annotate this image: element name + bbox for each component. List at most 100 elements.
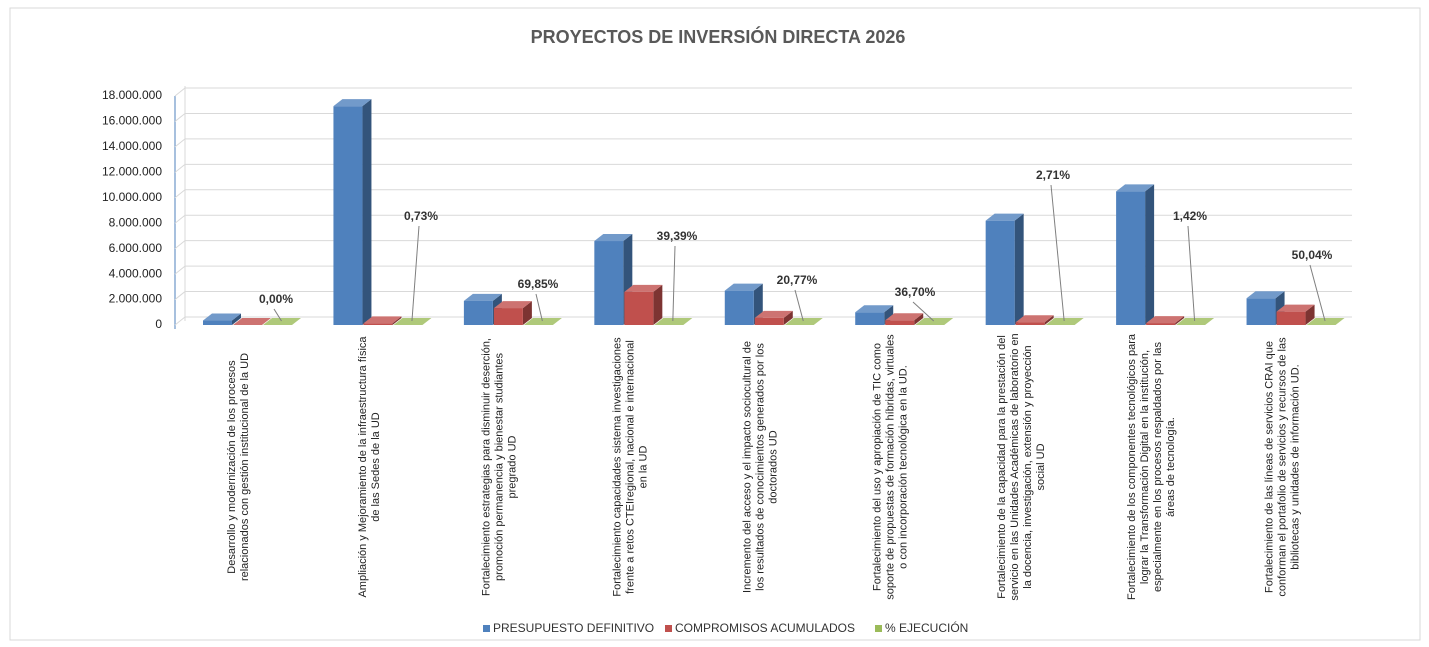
- bar-side: [1175, 316, 1185, 325]
- bar: [463, 300, 493, 325]
- bar-top: [203, 313, 241, 321]
- bar-side: [1014, 213, 1024, 325]
- legend-label: % EJECUCIÓN: [885, 620, 968, 635]
- bar-side: [683, 317, 693, 325]
- grid-line: [174, 240, 1352, 250]
- data-label: 50,04%: [1292, 248, 1333, 262]
- data-label: 0,00%: [259, 292, 293, 306]
- bar-side: [1145, 184, 1155, 325]
- bar-top: [594, 234, 633, 242]
- leader-line: [273, 308, 282, 322]
- grid-line: [174, 316, 1352, 326]
- bar: [1015, 322, 1045, 325]
- bar: [333, 106, 363, 325]
- x-tick-label: Ampliación y Mejoramiento de la infraest…: [356, 336, 382, 598]
- bar: [363, 323, 393, 325]
- grid-line: [174, 189, 1352, 199]
- legend-label: PRESUPUESTO DEFINITIVO: [493, 621, 654, 635]
- x-tick-label: Fortalecimiento de la capacidad para la …: [995, 333, 1047, 601]
- grid-line: [174, 291, 1352, 300]
- bar-top: [333, 99, 372, 107]
- bar: [724, 290, 754, 325]
- bar: [594, 241, 624, 325]
- bar: [754, 317, 784, 325]
- bar-top: [363, 316, 402, 324]
- bar-side: [1335, 317, 1345, 325]
- data-label: 20,77%: [777, 273, 818, 287]
- bar-side: [914, 313, 924, 325]
- bar-top: [1146, 316, 1185, 324]
- legend-swatch: [483, 625, 490, 632]
- bar-top: [1246, 291, 1285, 299]
- leader-line: [672, 245, 676, 322]
- leader-line: [1050, 184, 1065, 322]
- bar: [1276, 311, 1306, 325]
- bar-side: [653, 284, 663, 325]
- bar-top: [1306, 317, 1345, 325]
- x-tick-label: Fortalecimiento de las líneas de servici…: [1263, 337, 1302, 597]
- legend-label: COMPROMISOS ACUMULADOS: [675, 621, 855, 635]
- bar-top: [624, 284, 663, 292]
- x-tick-label: Fortalecimiento del uso y apropiación de…: [871, 334, 910, 600]
- bar-side: [362, 99, 372, 325]
- bar-top: [654, 317, 693, 325]
- chart-border: [9, 7, 1421, 641]
- leader-line: [411, 225, 420, 322]
- bar: [885, 320, 915, 325]
- y-tick-label: 14.000.000: [102, 139, 162, 153]
- bar: [985, 220, 1015, 325]
- legend-swatch: [875, 625, 882, 632]
- bar-top: [1015, 315, 1054, 323]
- bar-top: [233, 318, 271, 325]
- bar-top: [724, 283, 763, 291]
- bar: [1116, 191, 1146, 325]
- bar-top: [1116, 184, 1155, 192]
- leader-line: [912, 301, 935, 322]
- y-tick-label: 10.000.000: [102, 190, 162, 204]
- x-tick-label: Fortalecimiento capacidades sistema inve…: [611, 337, 650, 597]
- bar-side: [1305, 304, 1315, 325]
- data-label: 36,70%: [895, 285, 936, 299]
- y-tick-label: 12.000.000: [102, 165, 162, 179]
- bar-top: [1045, 317, 1084, 325]
- leader-line: [535, 293, 543, 322]
- y-tick-label: 6.000.000: [109, 241, 163, 255]
- bar-top: [855, 305, 894, 313]
- x-tick-label: Fortalecimiento de los componentes tecno…: [1126, 334, 1178, 600]
- legend-swatch: [665, 625, 672, 632]
- bar-side: [552, 317, 562, 325]
- bar-top: [263, 318, 301, 325]
- bar: [1246, 298, 1276, 325]
- y-tick-label: 0: [155, 317, 162, 331]
- bar: [1146, 323, 1176, 325]
- leader-line: [1309, 264, 1326, 322]
- grid-line: [174, 214, 1352, 224]
- chart-title: PROYECTOS DE INVERSIÓN DIRECTA 2026: [531, 26, 906, 47]
- bar-top: [1176, 317, 1215, 325]
- y-tick-label: 18.000.000: [102, 88, 162, 102]
- bar-top: [1276, 304, 1315, 312]
- bar-side: [1044, 315, 1054, 325]
- grid-line: [174, 138, 1352, 148]
- x-tick-label: Incremento del acceso y el impacto socio…: [741, 341, 780, 593]
- grid-line: [174, 112, 1352, 122]
- bar-side: [783, 310, 793, 325]
- y-tick-label: 8.000.000: [109, 215, 163, 229]
- bar-side: [813, 317, 823, 325]
- bar-side: [522, 301, 532, 325]
- x-tick-label: Desarrollo y modernización de los proces…: [226, 352, 252, 582]
- bar: [493, 308, 523, 325]
- bar-side: [232, 313, 241, 325]
- data-label: 2,71%: [1036, 168, 1070, 182]
- bar: [203, 320, 232, 325]
- bar-top: [463, 293, 502, 301]
- grid-line: [174, 87, 1352, 97]
- bar-top: [754, 310, 793, 318]
- bar-top: [784, 317, 823, 325]
- data-label: 1,42%: [1173, 209, 1207, 223]
- bar: [624, 291, 654, 325]
- y-tick-label: 2.000.000: [109, 292, 163, 306]
- bar-top: [985, 213, 1024, 221]
